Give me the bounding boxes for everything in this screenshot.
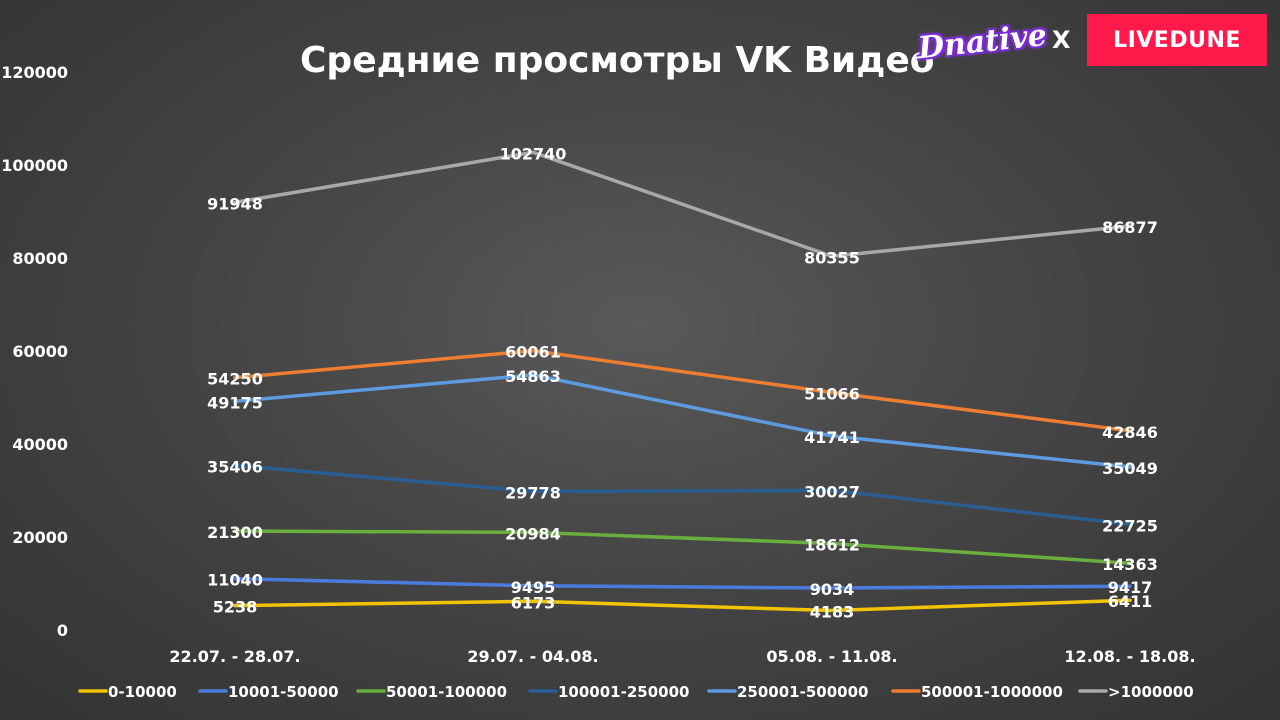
data-label: 6411: [1108, 592, 1153, 611]
legend: 0-10000 10001-50000 50001-100000 100001-250…: [78, 683, 1194, 701]
data-label: 41741: [804, 428, 860, 447]
y-tick-label: 100000: [1, 156, 68, 175]
series-line-5: [233, 348, 1132, 433]
data-label: 80355: [804, 248, 860, 267]
data-label: 35049: [1102, 459, 1158, 478]
data-label: 22725: [1102, 516, 1158, 535]
data-label: 86877: [1102, 218, 1158, 237]
data-label: 35406: [207, 457, 263, 476]
x-axis: 22.07. - 28.07. 29.07. - 04.08. 05.08. - 1…: [169, 647, 1195, 666]
legend-label: 250001-500000: [737, 683, 868, 701]
data-label: 9495: [511, 578, 556, 597]
data-label: 20984: [505, 524, 561, 543]
data-label: 91948: [207, 194, 263, 213]
data-label: 9417: [1108, 578, 1153, 597]
data-label: 14363: [1102, 555, 1158, 574]
data-label: 9034: [810, 580, 855, 599]
y-tick-label: 120000: [1, 63, 68, 82]
data-label: 5238: [213, 598, 258, 617]
data-label: 49175: [207, 393, 263, 412]
legend-label: 10001-50000: [228, 683, 339, 701]
legend-label: 0-10000: [108, 683, 177, 701]
y-tick-label: 80000: [12, 249, 68, 268]
series-lines: [233, 150, 1132, 613]
legend-label: 500001-1000000: [921, 683, 1063, 701]
data-label: 60061: [505, 343, 561, 362]
data-label: 11040: [207, 571, 263, 590]
y-tick-label: 60000: [12, 342, 68, 361]
data-label: 4183: [810, 603, 855, 622]
series-line-2: [233, 529, 1132, 565]
legend-label: >1000000: [1108, 683, 1194, 701]
y-tick-label: 20000: [12, 528, 68, 547]
legend-label: 100001-250000: [558, 683, 689, 701]
x-tick-label: 22.07. - 28.07.: [169, 647, 300, 666]
x-tick-label: 12.08. - 18.08.: [1064, 647, 1195, 666]
data-labels: 5238 6173 4183 6411 11040 9495 9034 9417 21300 20…: [207, 144, 1158, 621]
data-label: 21300: [207, 523, 263, 542]
data-label: 54863: [505, 367, 561, 386]
series-line-1: [233, 576, 1132, 590]
data-label: 42846: [1102, 423, 1158, 442]
data-label: 30027: [804, 482, 860, 501]
series-line-4: [233, 373, 1132, 469]
chart-title: Средние просмотры VK Видео: [300, 40, 935, 81]
data-label: 6173: [511, 593, 556, 612]
y-tick-label: 40000: [12, 435, 68, 454]
data-label: 51066: [804, 385, 860, 404]
series-line-3: [233, 463, 1132, 527]
data-label: 18612: [804, 535, 860, 554]
series-line-0: [233, 598, 1132, 613]
legend-label: 50001-100000: [386, 683, 507, 701]
livedune-logo: LIVEDUNE: [1087, 14, 1267, 66]
series-line-6: [233, 150, 1132, 259]
brand-separator: X: [1052, 26, 1071, 54]
data-label: 54250: [207, 370, 263, 389]
data-label: 102740: [500, 144, 567, 163]
x-tick-label: 29.07. - 04.08.: [467, 647, 598, 666]
x-tick-label: 05.08. - 11.08.: [766, 647, 897, 666]
y-tick-label: 0: [57, 621, 68, 640]
y-axis: 0 20000 40000 60000 80000 100000 120000: [1, 63, 68, 640]
data-label: 29778: [505, 484, 561, 503]
